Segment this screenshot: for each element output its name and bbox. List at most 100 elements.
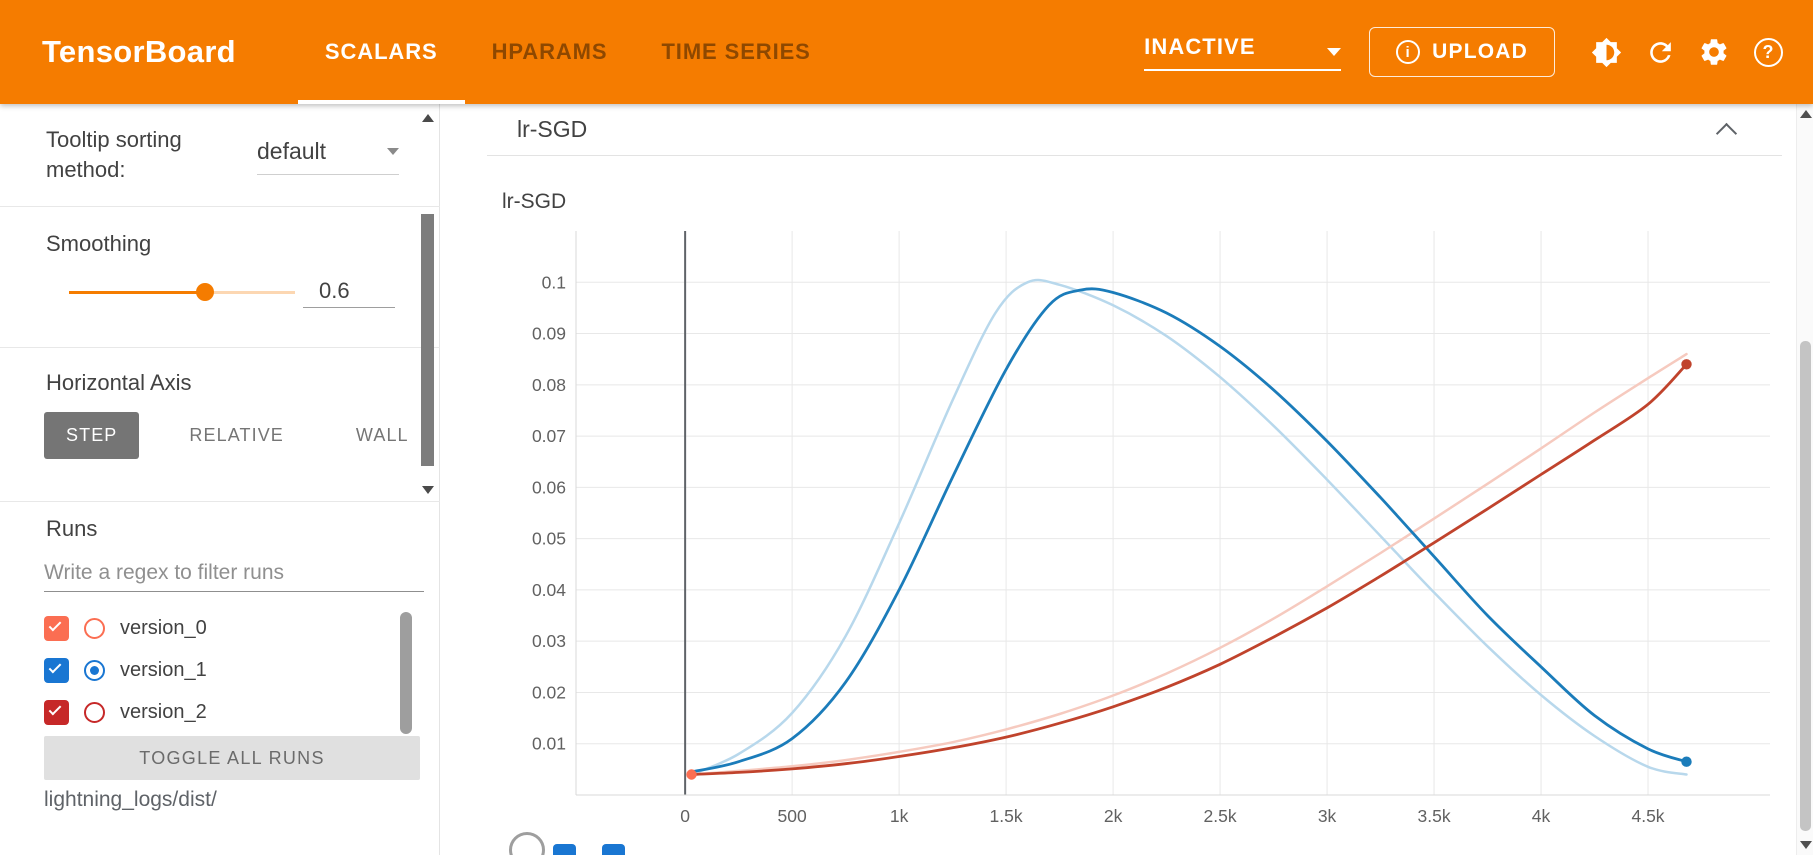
run-radio[interactable] xyxy=(84,701,105,723)
horizontal-axis-options: STEP RELATIVE WALL xyxy=(44,412,431,459)
smoothing-value-input[interactable]: 0.6 xyxy=(303,274,395,308)
run-row-version_2[interactable]: version_2 xyxy=(44,691,394,733)
run-row-version_1[interactable]: version_1 xyxy=(44,649,394,691)
y-tick-label: 0.04 xyxy=(532,580,566,600)
scroll-up-icon[interactable] xyxy=(1800,110,1812,118)
scroll-down-icon[interactable] xyxy=(422,486,434,494)
y-tick-label: 0.03 xyxy=(532,631,566,651)
series-version_1 xyxy=(690,287,1688,774)
run-radio[interactable] xyxy=(84,659,105,681)
y-tick-label: 0.02 xyxy=(532,682,566,702)
scroll-up-icon[interactable] xyxy=(422,114,434,122)
status-dropdown-value: INACTIVE xyxy=(1144,33,1256,59)
help-button[interactable]: ? xyxy=(1741,25,1795,79)
series-version_2-raw- xyxy=(690,352,1688,776)
chevron-down-icon xyxy=(1327,47,1342,56)
x-tick-label: 4.5k xyxy=(1631,806,1664,826)
run-label: version_1 xyxy=(120,658,207,681)
divider xyxy=(0,347,440,348)
smoothing-slider-thumb[interactable] xyxy=(195,283,214,301)
run-checkbox[interactable] xyxy=(44,657,69,683)
upload-button-label: UPLOAD xyxy=(1432,40,1528,63)
page-scrollbar[interactable] xyxy=(1796,104,1813,855)
x-tick-label: 4k xyxy=(1532,806,1551,826)
sidebar-scrollbar[interactable] xyxy=(419,108,436,500)
divider xyxy=(0,206,440,207)
axis-option-wall[interactable]: WALL xyxy=(355,425,409,445)
chart-action-button[interactable] xyxy=(509,832,545,855)
tab-time-series[interactable]: TIME SERIES xyxy=(661,39,811,64)
chart-toggle-icon[interactable] xyxy=(553,844,576,855)
app-header: TensorBoard SCALARS HPARAMS TIME SERIES IN… xyxy=(0,0,1813,104)
run-label: version_2 xyxy=(120,700,207,723)
chart-title: lr-SGD xyxy=(502,190,567,213)
run-filter-input[interactable] xyxy=(44,554,424,592)
y-tick-label: 0.09 xyxy=(532,324,566,344)
run-checkbox[interactable] xyxy=(44,615,69,641)
axis-option-step[interactable]: STEP xyxy=(44,412,140,459)
gear-icon xyxy=(1701,39,1727,65)
nav-tabs: SCALARS HPARAMS TIME SERIES xyxy=(297,0,838,104)
chevron-down-icon xyxy=(387,148,399,155)
x-tick-label: 2.5k xyxy=(1204,806,1237,826)
x-tick-label: 1k xyxy=(890,806,909,826)
x-tick-label: 0 xyxy=(680,806,690,826)
tab-hparams[interactable]: HPARAMS xyxy=(491,39,608,64)
help-icon: ? xyxy=(1753,37,1783,67)
refresh-icon xyxy=(1649,41,1671,63)
divider xyxy=(0,501,440,502)
series-endpoint-dot xyxy=(1681,359,1692,370)
run-radio[interactable] xyxy=(84,617,105,639)
main-content: lr-SGD lr-SGD 0.01 0.02 0.03 0.04 0.05 0.06 0.… xyxy=(441,104,1796,855)
x-tick-label: 1.5k xyxy=(990,806,1023,826)
series-endpoint-dot xyxy=(686,769,697,780)
tooltip-sorting-value: default xyxy=(257,138,327,164)
toggle-all-runs-button[interactable]: TOGGLE ALL RUNS xyxy=(44,736,420,780)
settings-button[interactable] xyxy=(1687,25,1741,79)
y-tick-label: 0.06 xyxy=(532,477,566,497)
tab-scalars[interactable]: SCALARS xyxy=(297,0,465,104)
series-endpoint-dot xyxy=(1681,756,1692,767)
log-directory-path: lightning_logs/dist/ xyxy=(44,788,217,811)
chevron-up-icon[interactable] xyxy=(1715,122,1738,145)
status-dropdown[interactable]: INACTIVE xyxy=(1144,33,1342,71)
app-logo: TensorBoard xyxy=(42,34,236,69)
run-list-scrollbar-thumb[interactable] xyxy=(400,612,412,734)
scrollbar-thumb[interactable] xyxy=(1800,341,1811,831)
info-icon: i xyxy=(1396,40,1421,64)
smoothing-label: Smoothing xyxy=(46,231,152,256)
tooltip-sorting-select[interactable]: default xyxy=(257,138,399,175)
axis-option-relative[interactable]: RELATIVE xyxy=(189,425,284,445)
smoothing-slider[interactable] xyxy=(69,291,295,294)
smoothing-slider-fill xyxy=(69,291,205,294)
theme-toggle-button[interactable] xyxy=(1579,25,1633,79)
tooltip-sorting-label: Tooltip sorting method: xyxy=(46,127,182,182)
y-tick-label: 0.05 xyxy=(532,529,566,549)
y-tick-label: 0.01 xyxy=(532,734,566,754)
scalar-chart[interactable]: 0.01 0.02 0.03 0.04 0.05 0.06 0.07 0.08 0.09 0.1 0… xyxy=(501,190,1791,834)
chart-card-header: lr-SGD xyxy=(487,104,1782,156)
brightness-icon xyxy=(1591,37,1621,67)
run-list: version_0 version_1 version_2 xyxy=(44,607,394,733)
sidebar: Tooltip sorting method: default Smoothin… xyxy=(0,104,440,855)
x-tick-label: 2k xyxy=(1104,806,1123,826)
scroll-down-icon[interactable] xyxy=(1800,841,1812,849)
chart-toggle-icon[interactable] xyxy=(602,844,625,855)
y-tick-label: 0.1 xyxy=(542,272,566,292)
chart-card-title: lr-SGD xyxy=(517,116,588,142)
run-label: version_0 xyxy=(120,616,207,639)
x-tick-label: 3k xyxy=(1318,806,1337,826)
header-actions: INACTIVE i UPLOAD ? xyxy=(1144,0,1795,104)
x-tick-label: 3.5k xyxy=(1418,806,1451,826)
series-version_1-raw- xyxy=(690,278,1688,776)
refresh-button[interactable] xyxy=(1633,25,1687,79)
horizontal-axis-label: Horizontal Axis xyxy=(46,370,192,395)
run-row-version_0[interactable]: version_0 xyxy=(44,607,394,649)
runs-label: Runs xyxy=(46,516,98,541)
y-tick-label: 0.08 xyxy=(532,375,566,395)
series-version_2 xyxy=(690,362,1688,776)
run-checkbox[interactable] xyxy=(44,699,69,725)
y-tick-label: 0.07 xyxy=(532,426,566,446)
scrollbar-thumb[interactable] xyxy=(421,214,434,466)
upload-button[interactable]: i UPLOAD xyxy=(1369,27,1555,77)
